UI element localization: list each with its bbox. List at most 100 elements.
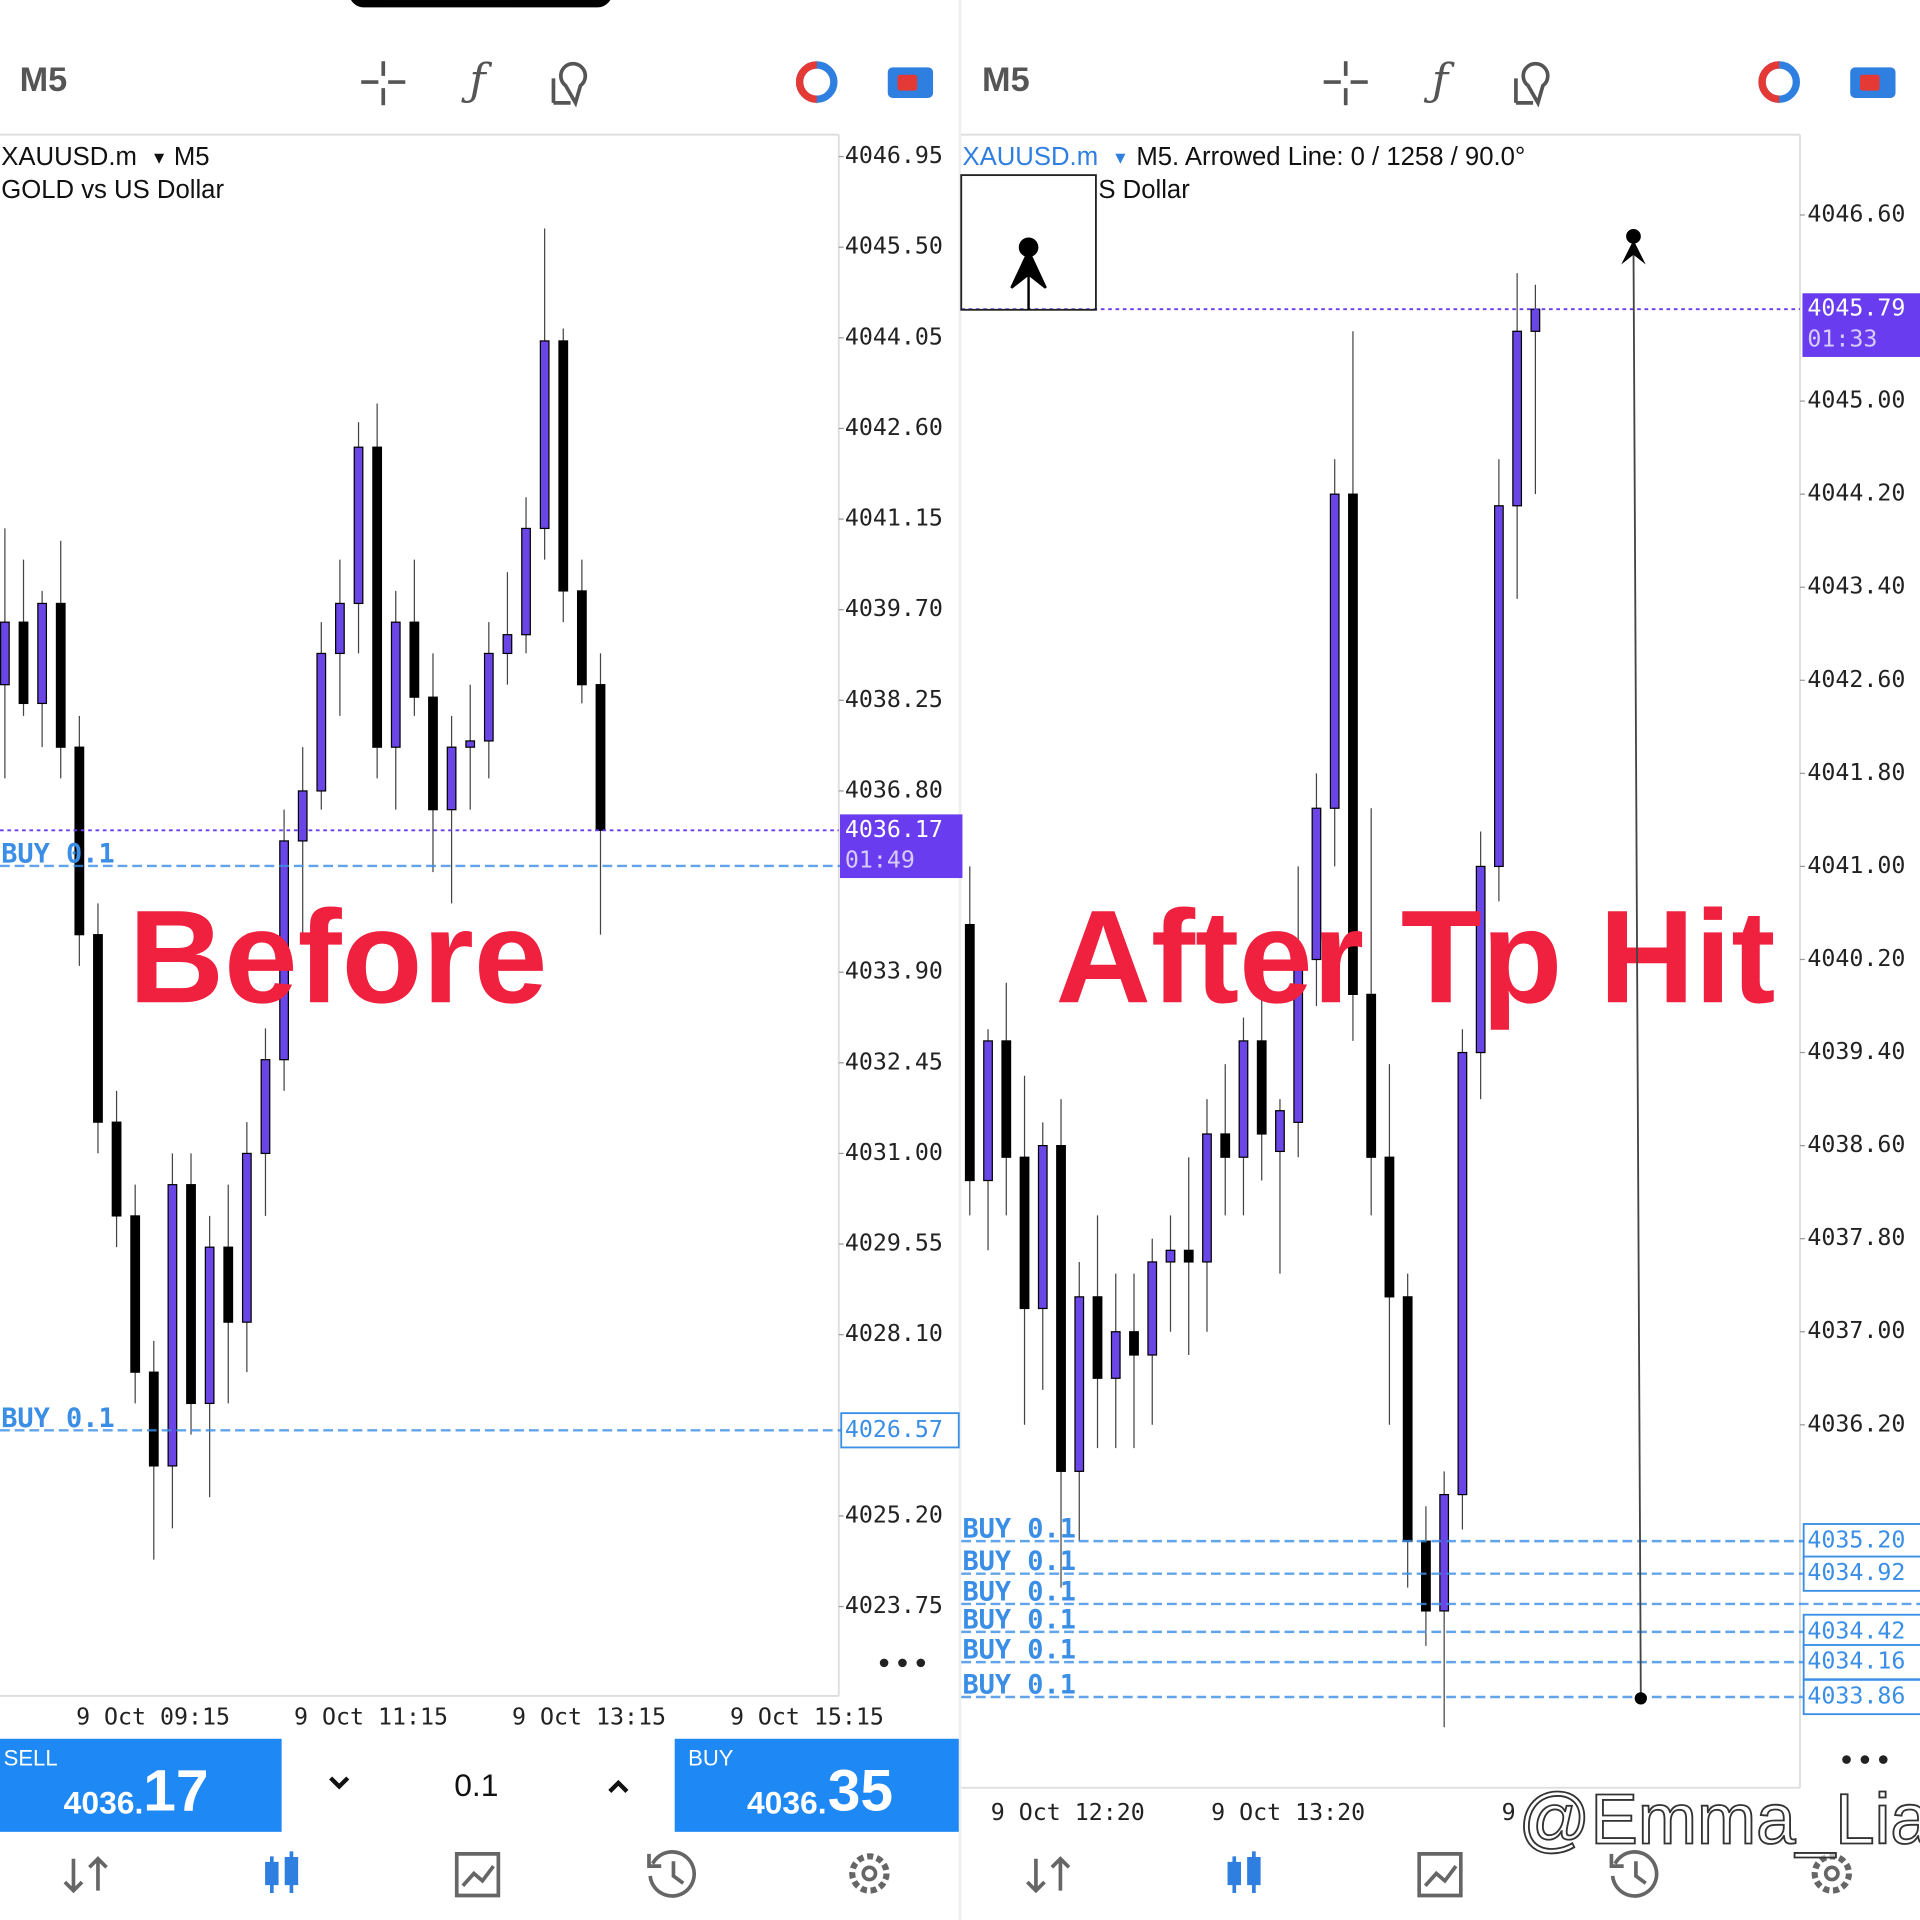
symbol-timeframe: M5. Arrowed Line: 0 / 1258 / 90.0° (1136, 143, 1525, 171)
candle-body (502, 634, 513, 655)
candle-body (1056, 1144, 1066, 1472)
overlay-caption: After Tp Hit (1056, 883, 1776, 1031)
price-tick-label: 4028.10 (845, 1320, 943, 1347)
crosshair-icon[interactable] (1323, 61, 1368, 106)
order-label: BUY 0.1 (962, 1576, 1075, 1607)
overlay-caption: Before (129, 883, 548, 1031)
volume-down[interactable] (329, 1776, 350, 1790)
nav-settings[interactable] (1811, 1853, 1853, 1894)
nav-quotes[interactable] (63, 1856, 108, 1894)
price-tick-label: 4037.80 (1807, 1224, 1905, 1251)
watermark: @Emma_Lia (1518, 1780, 1920, 1859)
timeframe-button[interactable]: M5 (982, 61, 1030, 99)
crosshair-icon[interactable] (361, 61, 406, 106)
price-tick-label: 4042.60 (845, 414, 943, 441)
candle-body (1384, 1156, 1395, 1298)
sell-button[interactable] (0, 1738, 282, 1832)
nav-history[interactable] (647, 1850, 696, 1898)
order-price-label: 4026.57 (845, 1416, 943, 1443)
candle-body (1293, 958, 1304, 1123)
price-tick-label: 4025.20 (845, 1501, 943, 1528)
candle-body (1037, 1144, 1048, 1310)
more-dot[interactable] (1860, 1755, 1870, 1764)
nav-settings-hub (1823, 1865, 1840, 1882)
nav-settings[interactable] (849, 1853, 890, 1894)
more-dot[interactable] (898, 1658, 907, 1668)
trade-icon-red (897, 74, 918, 91)
candle-body (1366, 993, 1377, 1158)
nav-chart[interactable] (1227, 1851, 1261, 1894)
objects-icon[interactable] (551, 61, 588, 108)
candle-body (148, 1371, 159, 1467)
order-price-box (1802, 1678, 1920, 1716)
buy-button[interactable] (674, 1738, 959, 1832)
volume-up[interactable] (608, 1779, 629, 1793)
price-tick-label: 4036.20 (1807, 1410, 1905, 1437)
arrowed-line-start (1634, 1692, 1647, 1705)
nav-trade[interactable] (1417, 1852, 1463, 1898)
nav-history[interactable] (1609, 1850, 1659, 1898)
candle-body (964, 923, 975, 1182)
arrow-object-dot (1018, 237, 1039, 258)
order-price-label: 4035.20 (1807, 1527, 1905, 1554)
price-tick-label: 4043.40 (1807, 573, 1905, 600)
time-label: 9 Oct 09:15 (76, 1703, 230, 1730)
candle-body (1493, 505, 1504, 868)
time-label: 9 (1502, 1799, 1516, 1826)
candle-body (1001, 1040, 1012, 1158)
order-label: BUY 0.1 (962, 1514, 1075, 1545)
more-dot[interactable] (1878, 1755, 1888, 1764)
candle-body (167, 1184, 178, 1467)
order-price-box (1802, 1555, 1920, 1592)
order-price-box (840, 1412, 960, 1449)
nav-trade[interactable] (454, 1852, 501, 1898)
sell-price-main: 4036. (64, 1784, 144, 1820)
price-tick-label: 4039.70 (845, 595, 943, 622)
objects-icon[interactable] (1514, 61, 1550, 108)
candle-body (1475, 865, 1486, 1054)
candle-body (390, 621, 401, 748)
symbol-title[interactable]: XAUUSD.m (962, 143, 1098, 171)
candle-body (1530, 308, 1541, 332)
price-tick-label: 4045.00 (1807, 387, 1905, 414)
more-dot[interactable] (879, 1658, 889, 1668)
candle-body (1147, 1261, 1158, 1356)
sell-label: SELL (4, 1745, 58, 1770)
price-tick-label: 4036.80 (845, 776, 943, 803)
price-tick-label: 4038.25 (845, 686, 943, 713)
price-tick-label: 4045.50 (845, 233, 943, 260)
price-tick-label: 4032.45 (845, 1048, 943, 1075)
price-tick-label: 4046.60 (1807, 200, 1905, 227)
candle-body (74, 746, 85, 936)
time-label: 9 Oct 15:15 (730, 1703, 884, 1730)
candle-body (1019, 1156, 1030, 1310)
nav-chart[interactable] (265, 1851, 299, 1894)
candle-body (372, 446, 383, 748)
more-dot[interactable] (1842, 1755, 1851, 1764)
symbol-dropdown: ▼ (151, 148, 168, 168)
oneclick-icon-red (1758, 61, 1780, 103)
more-dot[interactable] (916, 1658, 926, 1668)
bid-box (840, 814, 963, 879)
timeframe-button[interactable]: M5 (20, 61, 68, 99)
candle-body (1202, 1133, 1212, 1263)
price-tick-label: 4042.60 (1807, 666, 1905, 693)
candle-body (409, 621, 420, 698)
volume-value[interactable]: 0.1 (454, 1767, 498, 1803)
candle-body (1402, 1296, 1413, 1542)
candle-body (446, 746, 457, 811)
candle-body (297, 790, 308, 842)
order-label: BUY 0.1 (962, 1669, 1075, 1700)
candle-body (521, 527, 531, 636)
candle-body (558, 340, 569, 592)
symbol-title[interactable]: XAUUSD.m (1, 143, 137, 171)
candle-body (1512, 330, 1523, 507)
sell-price-big: 17 (143, 1759, 208, 1824)
nav-quotes[interactable] (1026, 1856, 1071, 1894)
candle-body (279, 840, 289, 1061)
candle-body (335, 602, 345, 655)
candle-body (983, 1040, 993, 1182)
candle-body (130, 1215, 141, 1373)
price-tick-label: 4040.20 (1807, 945, 1905, 972)
candle-body (18, 621, 29, 705)
